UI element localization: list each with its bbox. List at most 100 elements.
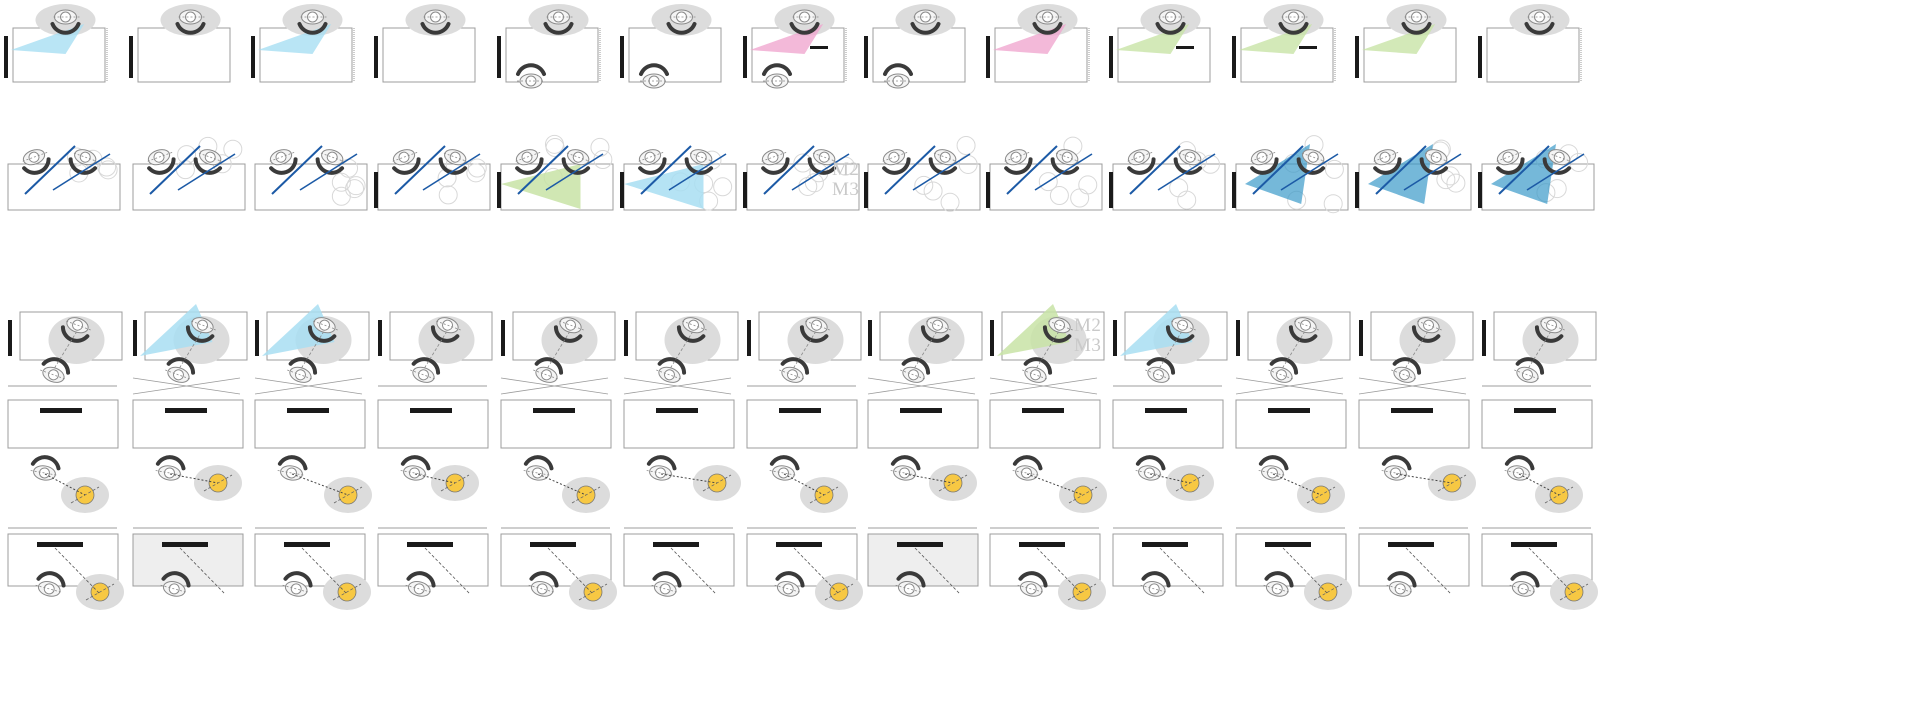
- panel-row4-col3: [254, 377, 372, 513]
- desk-icon: [1486, 27, 1580, 83]
- ghost-seat: [331, 186, 351, 206]
- panel-row3-col6: [624, 311, 739, 383]
- person-top-view-icon: [193, 149, 224, 175]
- desk-icon: [1112, 399, 1224, 449]
- chair-icon: [1165, 325, 1195, 343]
- panel-row5-col13: [1481, 527, 1598, 610]
- desk-icon: [7, 163, 121, 211]
- chair-icon: [1387, 571, 1417, 588]
- chair-icon: [883, 63, 913, 76]
- panel-row1-col5: [497, 4, 601, 89]
- wall-icon: [624, 320, 628, 356]
- chair-icon: [1269, 357, 1299, 375]
- panel-row1-col2: [129, 4, 231, 83]
- chair-icon: [420, 22, 451, 35]
- screen-icon: [1391, 408, 1433, 413]
- ghost-seat: [1049, 186, 1069, 206]
- sight-dashed: [291, 473, 349, 496]
- desk-icon: [746, 399, 858, 449]
- sight-dashed: [914, 331, 937, 369]
- wall-icon: [1232, 172, 1236, 208]
- person-top-view-icon: [60, 317, 91, 343]
- chair-icon: [775, 571, 805, 588]
- sight-dashed: [1026, 473, 1084, 496]
- person-top-view-icon: [438, 149, 469, 175]
- ghost-seat: [923, 181, 943, 201]
- person-top-view-icon: [287, 357, 318, 383]
- chair-icon: [639, 63, 669, 76]
- person-top-view-icon: [405, 571, 436, 597]
- sight-axis: [1248, 152, 1276, 163]
- chair-icon: [638, 157, 667, 175]
- sightline-blue: [24, 145, 76, 195]
- chair-icon: [1012, 455, 1043, 471]
- person-top-view-icon: [1135, 455, 1166, 481]
- person-top-view-icon: [516, 63, 546, 89]
- chair-icon: [1288, 325, 1318, 343]
- sight-dashed: [1159, 331, 1182, 369]
- person-top-view-icon: [1042, 317, 1073, 343]
- sightline-blue: [545, 153, 604, 191]
- chair-icon: [1411, 325, 1441, 343]
- sight-axis: [1494, 152, 1522, 163]
- chair-icon: [283, 571, 313, 588]
- panel-row3-col10: [1113, 304, 1228, 383]
- person-top-view-icon: [807, 149, 838, 175]
- panel-row5-col7: [746, 527, 863, 610]
- person-top-view-icon: [30, 455, 61, 481]
- ghost-seat: [1324, 159, 1344, 179]
- sightline-blue: [640, 145, 692, 195]
- person-top-view-icon: [282, 571, 313, 597]
- sight-dashed: [414, 473, 456, 484]
- ghost-seat: [1446, 173, 1466, 193]
- wall-icon: [8, 320, 12, 356]
- chair-icon: [901, 357, 931, 375]
- ghost-seat: [98, 160, 118, 180]
- person-top-view-icon: [900, 357, 931, 383]
- sight-dashed: [1405, 331, 1428, 369]
- desk-icon: [7, 399, 119, 449]
- person-top-view-icon: [910, 9, 941, 35]
- person-top-view-icon: [50, 9, 81, 35]
- person-top-view-icon: [1165, 317, 1196, 343]
- sight-dashed: [424, 331, 447, 369]
- person-top-view-icon: [799, 317, 830, 343]
- desk-icon: [872, 27, 966, 83]
- sight-dashed: [1528, 331, 1551, 369]
- chair-icon: [1524, 22, 1555, 35]
- wall-icon: [868, 320, 872, 356]
- wall-icon: [743, 36, 747, 78]
- sight-axis: [405, 584, 433, 593]
- person-top-view-icon: [1296, 149, 1327, 175]
- chair-icon: [543, 22, 574, 35]
- desk-icon: [1481, 399, 1593, 449]
- sight-dashed: [301, 547, 348, 595]
- chair-icon: [400, 455, 431, 471]
- person-top-view-icon: [651, 571, 682, 597]
- chair-icon: [315, 157, 345, 175]
- chair-icon: [1258, 455, 1289, 471]
- person-top-view-icon: [513, 149, 544, 175]
- sight-axis: [564, 152, 592, 163]
- sight-axis: [282, 584, 310, 593]
- panel-row2-col6: [620, 145, 737, 211]
- wall-icon: [864, 172, 868, 208]
- chair-icon: [277, 455, 308, 471]
- person-top-view-icon: [543, 9, 574, 35]
- panel-row2-col11: [1232, 135, 1349, 214]
- chair-icon: [534, 357, 564, 375]
- panel-row3-col4: [378, 311, 493, 383]
- desk-icon: [867, 533, 979, 587]
- person-top-view-icon: [789, 9, 820, 35]
- panel-row2-col8: [864, 136, 981, 212]
- sight-axis: [1371, 152, 1399, 163]
- chair-icon: [430, 325, 460, 343]
- chair-icon: [890, 455, 921, 471]
- person-top-view-icon: [1258, 455, 1289, 481]
- wall-icon: [1236, 320, 1240, 356]
- label-row3-col8: M2 M3: [1074, 315, 1102, 356]
- chair-icon: [392, 157, 421, 175]
- panel-row4-col8: [867, 377, 979, 501]
- person-top-view-icon: [1140, 571, 1171, 597]
